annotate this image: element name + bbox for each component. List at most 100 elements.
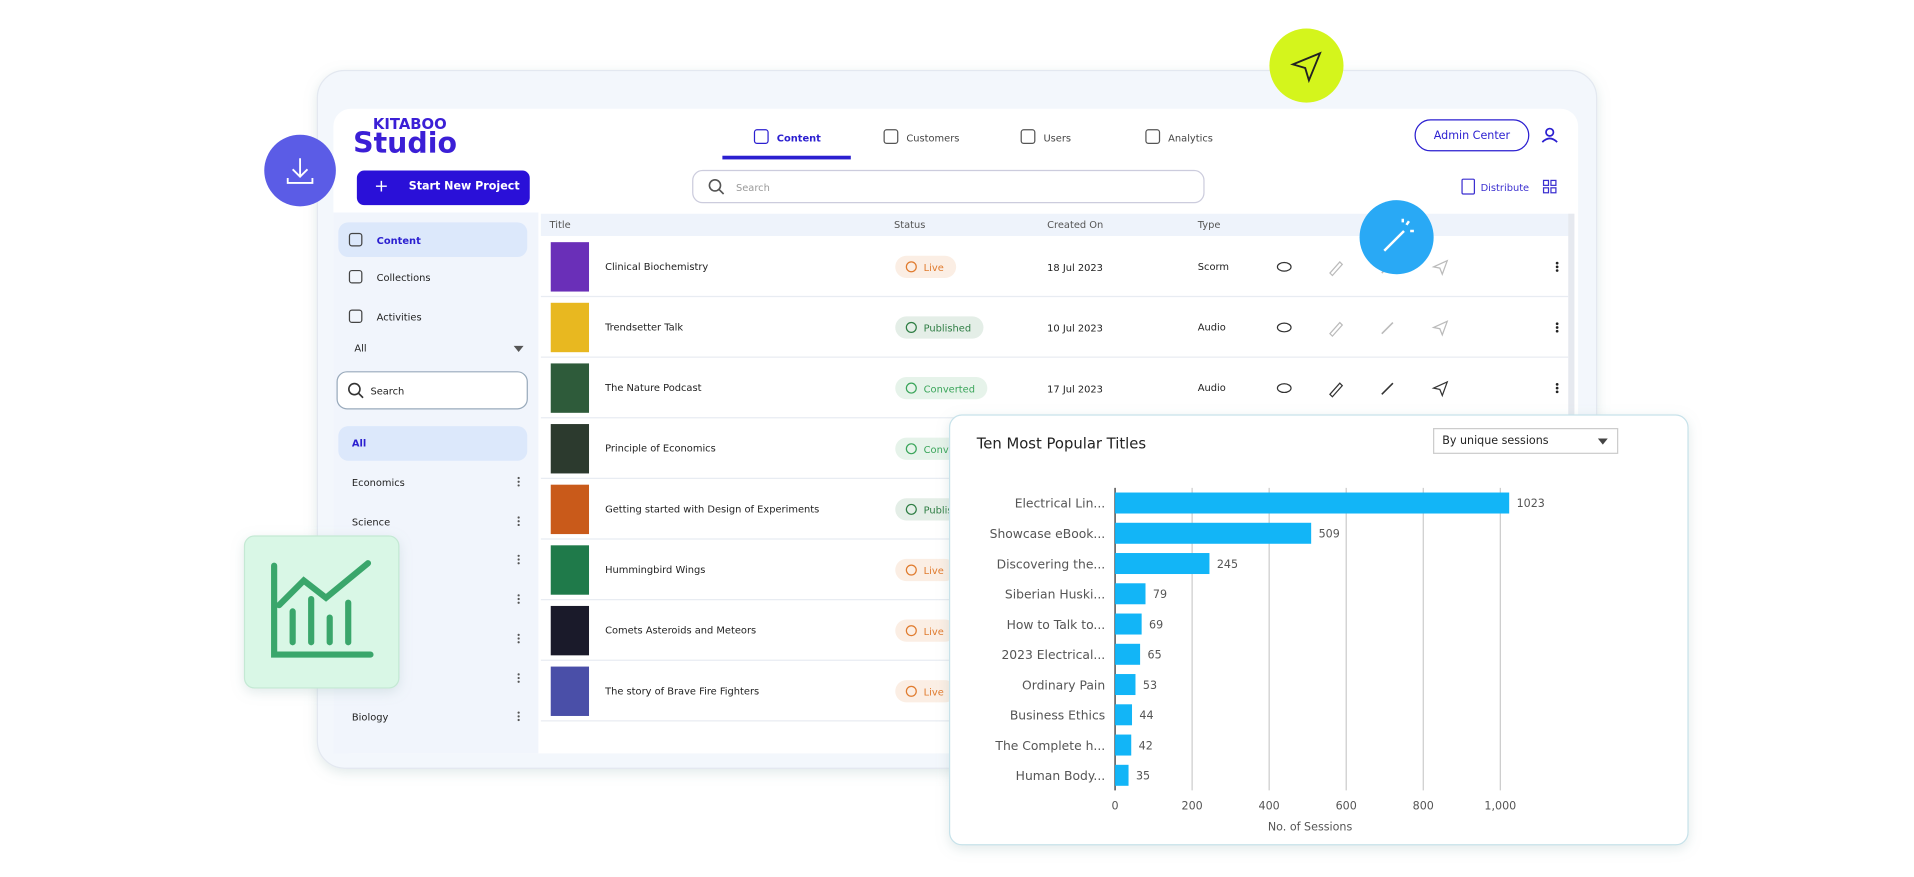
- view-action[interactable]: [1276, 261, 1292, 272]
- more-action[interactable]: [1555, 326, 1559, 329]
- row-title[interactable]: Clinical Biochemistry: [605, 262, 708, 273]
- status-icon: [905, 625, 917, 637]
- sidebar-search-icon: [348, 382, 364, 399]
- thumbnail: [550, 605, 590, 656]
- x-tick-label: 1,000: [1484, 799, 1516, 812]
- more-action[interactable]: [1555, 261, 1559, 265]
- logo-top: KITABOO: [373, 116, 447, 133]
- nav-icon: [348, 309, 363, 324]
- more-action[interactable]: [1555, 386, 1559, 390]
- bar: [1115, 553, 1210, 575]
- download-icon: [286, 158, 314, 184]
- user-icon[interactable]: [1541, 127, 1558, 143]
- kebab-dot: [517, 711, 520, 714]
- kebab-dot: [517, 680, 520, 683]
- tab-label[interactable]: Content: [777, 133, 821, 144]
- row-title[interactable]: The Nature Podcast: [604, 383, 702, 394]
- row-title[interactable]: Trendsetter Talk: [604, 322, 683, 333]
- kebab-dot: [517, 476, 520, 480]
- send-action[interactable]: [1431, 320, 1449, 337]
- kebab-dot: [517, 597, 520, 601]
- new-project-button[interactable]: [356, 170, 530, 206]
- y-tick-label: Human Body...: [1016, 769, 1106, 783]
- search-bar[interactable]: [692, 169, 1205, 204]
- kebab-dot: [517, 633, 520, 636]
- y-tick-label: Ordinary Pain: [1022, 678, 1105, 692]
- thumbnail: [550, 424, 590, 474]
- admin-button[interactable]: [1414, 119, 1530, 152]
- status-label: Live: [924, 688, 944, 699]
- more-action[interactable]: [1555, 265, 1559, 269]
- chart-dropdown[interactable]: [1433, 428, 1619, 454]
- value-label: 53: [1143, 679, 1157, 692]
- wand-action[interactable]: [1381, 382, 1394, 395]
- category-label[interactable]: Biology: [352, 713, 389, 724]
- chart-dropdown-label[interactable]: By unique sessions: [1442, 434, 1548, 447]
- tab-label[interactable]: Users: [1043, 133, 1071, 144]
- category-label[interactable]: All: [352, 438, 366, 449]
- status-pill: [895, 680, 957, 703]
- search-placeholder[interactable]: Search: [736, 183, 770, 194]
- nav-label[interactable]: Collections: [377, 273, 431, 284]
- tab-underline: [722, 155, 851, 160]
- distribute-label[interactable]: Distribute: [1481, 183, 1530, 194]
- view-action[interactable]: [1276, 383, 1292, 394]
- column-header: Title: [549, 220, 571, 231]
- y-tick-label: Discovering the...: [997, 557, 1106, 571]
- row-date: 18 Jul 2023: [1047, 263, 1103, 274]
- grid-icon[interactable]: [1542, 179, 1557, 194]
- value-label: 509: [1319, 528, 1340, 541]
- value-label: 79: [1153, 588, 1167, 601]
- bar: [1115, 674, 1136, 696]
- chart-title: Ten Most Popular Titles: [976, 436, 1146, 453]
- value-label: 65: [1148, 649, 1162, 662]
- wand-action[interactable]: [1381, 321, 1394, 335]
- edit-action[interactable]: [1329, 321, 1344, 338]
- tab-icon: [883, 129, 899, 144]
- status-label: Live: [924, 263, 944, 274]
- send-action[interactable]: [1431, 380, 1449, 398]
- status-pill: [895, 558, 957, 582]
- view-action[interactable]: [1276, 322, 1292, 333]
- send-action[interactable]: [1431, 259, 1449, 276]
- kebab-dot: [517, 562, 520, 565]
- tab-label[interactable]: Customers: [906, 133, 959, 144]
- row-title[interactable]: Comets Asteroids and Meteors: [605, 626, 756, 637]
- admin-button-label[interactable]: Admin Center: [1434, 129, 1511, 142]
- status-icon: [905, 382, 917, 394]
- row-title[interactable]: The story of Brave Fire Fighters: [604, 686, 759, 697]
- row-date: 10 Jul 2023: [1047, 324, 1103, 335]
- more-action[interactable]: [1555, 390, 1559, 394]
- value-label: 44: [1139, 709, 1153, 722]
- nav-label[interactable]: Activities: [377, 312, 422, 323]
- x-tick-label: 800: [1413, 799, 1434, 812]
- kebab-dot: [517, 558, 520, 561]
- status-icon: [905, 564, 917, 576]
- more-action[interactable]: [1555, 269, 1559, 272]
- x-axis-title: No. of Sessions: [1268, 820, 1353, 833]
- row-title[interactable]: Principle of Economics: [605, 444, 716, 455]
- row-title[interactable]: Hummingbird Wings: [605, 565, 705, 576]
- sidebar-search[interactable]: [336, 371, 528, 410]
- sidebar-filter[interactable]: All: [354, 343, 366, 354]
- tab-label[interactable]: Analytics: [1168, 133, 1213, 144]
- more-action[interactable]: [1555, 329, 1559, 333]
- new-project-label[interactable]: Start New Project: [409, 180, 521, 193]
- value-label: 69: [1149, 618, 1163, 631]
- category-label[interactable]: Economics: [352, 478, 405, 489]
- status-icon: [905, 321, 917, 334]
- edit-action[interactable]: [1329, 382, 1344, 398]
- more-action[interactable]: [1555, 322, 1559, 326]
- kebab-dot: [517, 601, 520, 604]
- row-title[interactable]: Getting started with Design of Experimen…: [605, 504, 819, 515]
- row-type: Audio: [1198, 383, 1226, 394]
- category-label[interactable]: Science: [352, 517, 390, 528]
- kebab-dot: [517, 516, 520, 519]
- sidebar-search-placeholder[interactable]: Search: [370, 387, 404, 398]
- more-action[interactable]: [1555, 383, 1559, 386]
- edit-action[interactable]: [1329, 261, 1344, 277]
- kebab-dot: [517, 673, 520, 676]
- x-tick-label: 200: [1182, 799, 1203, 812]
- nav-label[interactable]: Content: [377, 236, 421, 247]
- thumbnail: [550, 363, 590, 413]
